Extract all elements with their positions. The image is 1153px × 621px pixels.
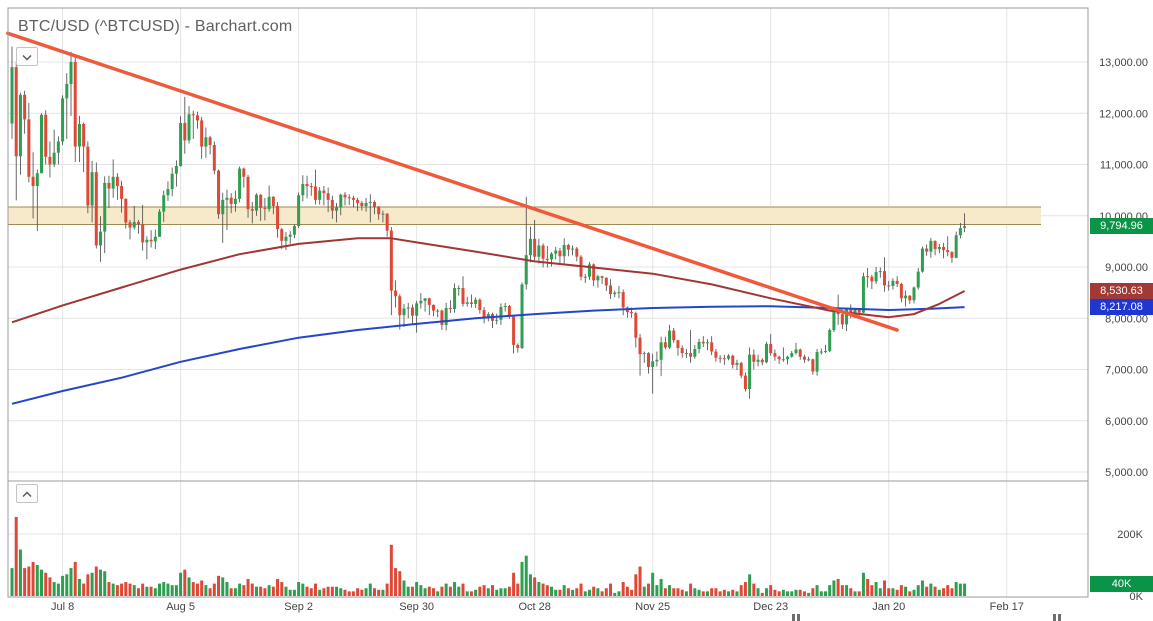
ma-fast-line [11, 237, 966, 324]
collapse-volume-pane-button[interactable] [16, 484, 38, 503]
last-price-badge: 9,794.96 [1090, 218, 1153, 234]
volume-bars [10, 516, 967, 596]
price-axis-labels: 13,000.0012,000.0011,000.0010,000.009,00… [1099, 57, 1148, 603]
svg-text:9,000.00: 9,000.00 [1105, 262, 1148, 274]
svg-text:12,000.00: 12,000.00 [1099, 108, 1148, 120]
bottom-handle-icons[interactable] [792, 614, 1061, 621]
ma-slow-value-badge: 8,217.08 [1090, 299, 1153, 315]
ma-fast-value-badge: 8,530.63 [1090, 283, 1153, 299]
svg-text:6,000.00: 6,000.00 [1105, 416, 1148, 428]
current-volume-badge: 40K [1090, 576, 1153, 592]
time-axis-labels: Jul 8 Aug 5 Sep 2 Sep 30 Oct 28 Nov 25 Dec 23 J… [51, 601, 1024, 613]
svg-text:13,000.00: 13,000.00 [1099, 57, 1148, 69]
gridlines [8, 8, 1088, 597]
svg-text:Sep 30: Sep 30 [399, 601, 434, 613]
svg-text:11,000.00: 11,000.00 [1100, 160, 1148, 172]
svg-text:7,000.00: 7,000.00 [1105, 365, 1148, 377]
collapse-price-pane-button[interactable] [16, 47, 38, 66]
svg-text:5,000.00: 5,000.00 [1105, 467, 1148, 479]
svg-text:8,000.00: 8,000.00 [1105, 313, 1148, 325]
svg-text:Oct 28: Oct 28 [518, 601, 550, 613]
svg-text:Feb 17: Feb 17 [990, 601, 1024, 613]
svg-text:0K: 0K [1130, 591, 1144, 603]
svg-text:Dec 23: Dec 23 [753, 601, 788, 613]
chevron-down-icon [22, 49, 32, 64]
svg-text:Jan 20: Jan 20 [872, 601, 905, 613]
chevron-up-icon [22, 486, 32, 501]
svg-text:Sep 2: Sep 2 [284, 601, 313, 613]
svg-text:Jul 8: Jul 8 [51, 601, 74, 613]
chart-title: BTC/USD (^BTCUSD) - Barchart.com [18, 18, 293, 35]
svg-text:Aug 5: Aug 5 [166, 601, 195, 613]
candles [10, 46, 967, 399]
pane-borders [7, 7, 1089, 598]
downtrend-line[interactable] [6, 31, 899, 332]
svg-text:200K: 200K [1117, 529, 1143, 541]
ma-slow-line [11, 305, 965, 405]
svg-text:Nov 25: Nov 25 [635, 601, 670, 613]
